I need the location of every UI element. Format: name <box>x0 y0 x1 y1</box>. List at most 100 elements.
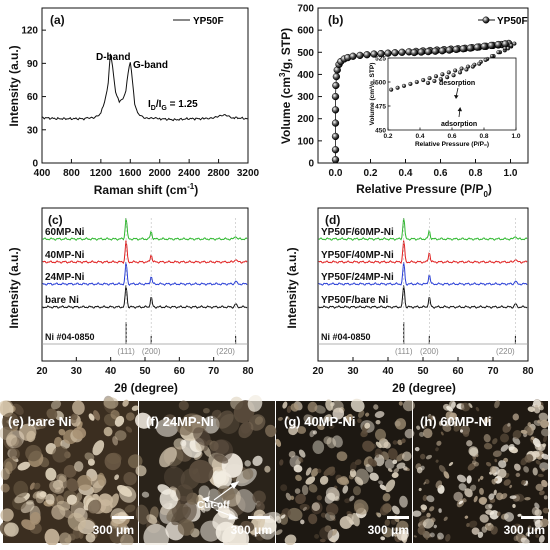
micrograph-grain <box>305 476 316 485</box>
micrograph-grain <box>378 480 384 485</box>
micrograph-grain <box>353 486 361 496</box>
micrograph-grain <box>298 449 306 458</box>
micrograph-grain <box>13 480 29 498</box>
scale-bar-h <box>521 516 543 519</box>
micrograph-grain <box>122 399 129 407</box>
panel-c-xtick-label: 80 <box>242 366 254 377</box>
micrograph-grain <box>478 496 488 505</box>
micrograph-grain <box>430 517 436 523</box>
panel-c: Intensity (a.u.) 20 30 40 50 60 70 80 60MP-Ni 40… <box>7 207 254 395</box>
micrograph-grain <box>443 471 450 479</box>
panel-b-ytick-label: 700 <box>297 4 314 15</box>
micrograph-grain <box>120 534 134 548</box>
micrograph-grain <box>344 498 350 504</box>
micrograph-grain <box>252 455 263 467</box>
panel-c-trace <box>42 218 248 241</box>
micrograph-grain <box>492 438 498 445</box>
micrograph-grain <box>244 460 251 467</box>
inset-point <box>512 41 517 46</box>
micrograph-grain <box>277 416 283 421</box>
micrograph-grain <box>1 412 19 431</box>
inset-point <box>489 54 495 59</box>
micrograph-grain <box>350 398 365 413</box>
panel-d-xlabel: 2θ (degree) <box>392 381 456 395</box>
panel-a-ytick-label: 60 <box>27 92 39 103</box>
micrograph-grain <box>446 405 454 412</box>
micrograph-grain <box>49 480 65 494</box>
panel-a-ytick-label: 0 <box>32 159 38 170</box>
scale-text-f: 300 μm <box>231 523 272 537</box>
micrograph-grain <box>188 459 214 484</box>
micrograph-grain <box>459 429 464 433</box>
micrograph-grain <box>483 442 493 450</box>
micrograph-grain <box>26 430 36 443</box>
micrograph-grain <box>393 532 399 537</box>
micrograph-grain <box>512 430 522 439</box>
micrograph-grain <box>284 534 297 546</box>
panel-b-legend: YP50F <box>478 16 528 27</box>
micrograph-grain <box>481 526 488 533</box>
panel-c-xtick-label: 20 <box>36 366 48 377</box>
inset-xtick-label: 0.8 <box>479 133 488 140</box>
micrograph-grain <box>242 468 254 480</box>
micrograph-grain <box>538 412 549 421</box>
micrograph-grain <box>175 484 194 502</box>
micrograph-grain <box>382 527 393 538</box>
micrograph-grain <box>464 488 473 498</box>
micrograph-grain <box>319 475 329 485</box>
micrograph-grain <box>103 397 119 409</box>
cutoff-arrows <box>201 481 240 520</box>
panel-b-frame <box>317 7 529 164</box>
panel-c-trace-label: 40MP-Ni <box>45 250 85 261</box>
micrograph-grain <box>523 466 529 473</box>
micrograph-grain <box>73 461 84 472</box>
micrograph-grain <box>539 518 549 528</box>
micrograph-grain <box>416 425 421 430</box>
micrograph-grain <box>336 451 348 462</box>
micrograph-grain <box>72 400 85 415</box>
micrograph-grain <box>535 460 541 465</box>
micrograph-grain <box>425 454 433 460</box>
inset-point <box>445 75 450 80</box>
micrograph-grain <box>530 436 535 440</box>
micrograph-grain <box>92 440 105 456</box>
panel-c-trace-label: bare Ni <box>45 295 79 306</box>
panel-a-xtick-label: 2400 <box>178 168 201 179</box>
micrograph-grain <box>379 503 392 516</box>
scale-text-h: 300 μm <box>504 523 545 537</box>
micrograph-grain <box>312 440 325 454</box>
panel-c-xtick-label: 60 <box>174 366 186 377</box>
micrograph-grain <box>374 411 385 418</box>
micrograph-grain <box>12 495 27 510</box>
panel-b-ytick-label: 100 <box>297 136 314 147</box>
micrograph-grain <box>500 433 509 443</box>
micrograph-grain <box>399 495 408 508</box>
panel-b-point <box>331 106 340 114</box>
panel-c-trace <box>42 285 248 309</box>
inset-ytick-label: 450 <box>375 127 386 134</box>
micrograph-grain <box>541 479 548 488</box>
micrograph-grain <box>537 473 544 478</box>
micrograph-grain <box>325 399 334 411</box>
micrograph-grain <box>533 527 539 532</box>
micrograph-grain <box>500 444 509 452</box>
micrograph-grain <box>541 468 545 472</box>
panel-d-trace-label: YP50F/60MP-Ni <box>321 227 394 238</box>
micrograph-grain <box>489 466 497 474</box>
micrograph-grain <box>311 468 319 477</box>
micrograph-grain <box>87 458 95 466</box>
micrograph-grain <box>235 488 256 513</box>
micrograph-grain <box>275 515 282 524</box>
panel-b-point <box>410 48 418 57</box>
micrograph-grain <box>317 424 325 431</box>
micrograph-grain <box>525 426 532 436</box>
panel-a-xtick-label: 2000 <box>149 168 172 179</box>
micrograph-grain <box>4 522 19 537</box>
micrograph-grain <box>512 437 521 445</box>
micrograph-grain <box>169 461 177 469</box>
panel-d-trace <box>318 218 528 241</box>
micrograph-grain <box>449 412 458 421</box>
micrograph-grain <box>540 419 549 429</box>
panel-b-ytick-label: 300 <box>297 92 314 103</box>
